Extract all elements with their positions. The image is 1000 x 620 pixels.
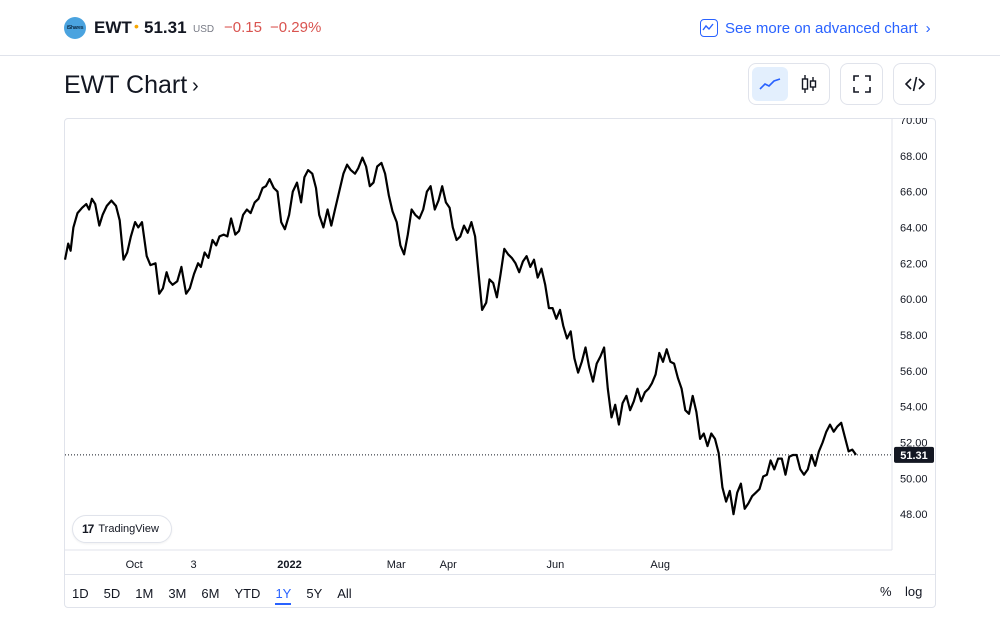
range-button-1m[interactable]: 1M <box>135 585 154 601</box>
price-change-percent: −0.29% <box>270 19 322 36</box>
range-button-3m[interactable]: 3M <box>168 585 187 601</box>
percent-scale-toggle[interactable]: % <box>880 584 892 599</box>
chart-type-toggle <box>748 63 830 105</box>
logo-text: iShares <box>66 25 84 31</box>
x-tick-label: Oct <box>126 559 143 571</box>
line-chart-button[interactable] <box>752 67 788 101</box>
range-button-all[interactable]: All <box>337 585 352 601</box>
range-button-1y[interactable]: 1Y <box>275 585 292 605</box>
x-tick-label: Apr <box>440 559 457 571</box>
price-change: −0.15 <box>224 19 262 36</box>
symbol-header: iShares EWT • 51.31 USD −0.15 −0.29% See… <box>0 0 1000 56</box>
tradingview-badge[interactable]: 17 TradingView <box>72 515 172 543</box>
plot-area <box>64 156 892 516</box>
advanced-chart-link[interactable]: See more on advanced chart › <box>700 17 931 39</box>
fullscreen-button[interactable] <box>840 63 883 105</box>
chart-title[interactable]: EWT Chart <box>64 71 188 99</box>
y-tick-label: 70.00 <box>900 118 928 127</box>
tradingview-logo-icon: 17 <box>82 522 94 536</box>
symbol-name[interactable]: EWT <box>94 18 132 37</box>
range-selector: 1D 5D 1M 3M 6M YTD 1Y 5Y All <box>72 583 367 605</box>
y-tick-label: 52.00 <box>900 437 928 449</box>
range-button-5d[interactable]: 5D <box>103 585 121 601</box>
time-axis[interactable]: Oct 3 2022 Mar Apr Jun Aug <box>126 559 670 571</box>
range-button-ytd[interactable]: YTD <box>234 585 261 601</box>
range-button-5y[interactable]: 5Y <box>306 585 323 601</box>
y-tick-label: 66.00 <box>900 187 928 199</box>
x-tick-label: 2022 <box>277 559 301 571</box>
chevron-right-icon: › <box>925 19 931 37</box>
y-tick-label: 68.00 <box>900 151 928 163</box>
price-chart[interactable]: 70.00 68.00 66.00 64.00 62.00 60.00 58.00 56.00… <box>64 118 936 574</box>
chart-container <box>64 118 936 608</box>
candlestick-button[interactable] <box>791 67 827 101</box>
y-tick-label: 50.00 <box>900 473 928 485</box>
last-price-tag-label: 51.31 <box>900 450 928 462</box>
currency-label: USD <box>193 24 215 35</box>
y-tick-label: 54.00 <box>900 402 928 414</box>
y-tick-label: 60.00 <box>900 294 928 306</box>
y-tick-label: 56.00 <box>900 366 928 378</box>
y-tick-label: 58.00 <box>900 330 928 342</box>
x-tick-label: Aug <box>650 559 670 571</box>
price-series-line[interactable] <box>64 156 857 516</box>
fullscreen-icon <box>852 75 871 93</box>
embed-button[interactable] <box>893 63 936 105</box>
chart-icon <box>700 19 718 37</box>
ishares-logo: iShares <box>64 17 86 39</box>
market-status-dot: • <box>134 18 139 34</box>
price-axis[interactable]: 70.00 68.00 66.00 64.00 62.00 60.00 58.00 56.00… <box>894 118 934 521</box>
chevron-right-icon[interactable]: › <box>192 75 199 97</box>
last-price: 51.31 <box>144 18 187 37</box>
y-tick-label: 64.00 <box>900 222 928 234</box>
y-tick-label: 62.00 <box>900 258 928 270</box>
x-tick-label: Jun <box>546 559 564 571</box>
x-tick-label: 3 <box>190 559 196 571</box>
range-button-6m[interactable]: 6M <box>201 585 220 601</box>
line-chart-icon <box>759 78 781 90</box>
range-button-1d[interactable]: 1D <box>72 585 89 601</box>
candlestick-icon <box>801 75 817 93</box>
tradingview-brand: TradingView <box>98 523 159 535</box>
advanced-chart-link-label[interactable]: See more on advanced chart <box>725 19 918 37</box>
range-divider <box>64 574 936 575</box>
last-price-tag <box>894 446 934 463</box>
x-tick-label: Mar <box>387 559 406 571</box>
log-scale-toggle[interactable]: log <box>905 584 923 599</box>
y-tick-label: 48.00 <box>900 509 928 521</box>
code-embed-icon <box>904 76 925 92</box>
